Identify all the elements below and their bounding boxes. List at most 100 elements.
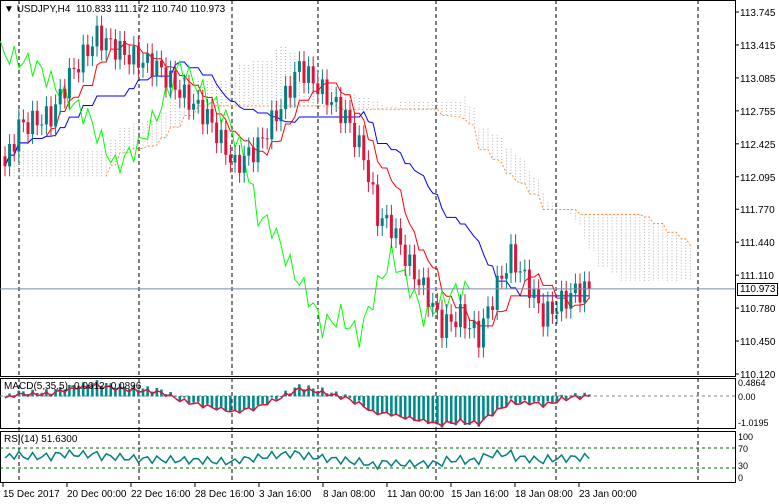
- y-tick-label: 113.415: [740, 41, 776, 52]
- candle-body: [100, 25, 104, 51]
- candle-body: [435, 302, 439, 310]
- candle-body: [389, 214, 393, 239]
- candle-body: [261, 137, 265, 139]
- candle-body: [311, 66, 315, 84]
- candle-body: [366, 160, 370, 183]
- macd-bar: [569, 395, 573, 397]
- candle-body: [58, 88, 62, 105]
- candle-body: [514, 244, 518, 273]
- candle-body: [449, 314, 453, 322]
- candle-body: [343, 110, 347, 124]
- macd-bar: [270, 396, 274, 398]
- candle-body: [26, 122, 30, 134]
- macd-bar: [353, 396, 356, 404]
- candle-body: [422, 277, 426, 286]
- candle-body: [238, 154, 242, 173]
- macd-tick-label: -1.0195: [738, 418, 769, 428]
- macd-bar: [183, 396, 186, 398]
- candle-body: [523, 269, 527, 272]
- y-tick-label: 111.770: [740, 205, 775, 216]
- macd-bar: [459, 396, 462, 421]
- candle-body: [201, 99, 205, 125]
- candle-body: [288, 85, 292, 98]
- candle-body: [307, 66, 311, 83]
- candle-body: [150, 53, 154, 77]
- collapse-triangle-icon[interactable]: ▼: [4, 4, 14, 15]
- y-tick-label: 113.085: [740, 74, 776, 85]
- macd-bar: [546, 396, 550, 402]
- macd-bar: [114, 387, 117, 397]
- candle-body: [215, 122, 219, 144]
- rsi-tick-label: 0: [738, 473, 743, 483]
- candle-body: [426, 277, 430, 307]
- candle-body: [63, 88, 67, 99]
- candle-body: [532, 289, 536, 299]
- macd-bar: [275, 396, 278, 400]
- candle-body: [417, 279, 421, 286]
- candle-body: [196, 99, 200, 104]
- macd-bar: [256, 396, 260, 406]
- candle-body: [477, 320, 481, 348]
- candle-body: [573, 283, 577, 293]
- macd-bar: [146, 386, 149, 397]
- macd-bar: [376, 396, 379, 416]
- kijun-line: [4, 61, 590, 297]
- macd-bar: [321, 387, 324, 397]
- macd-bar: [587, 394, 591, 397]
- macd-bar: [477, 396, 481, 427]
- macd-bar: [132, 384, 136, 397]
- candle-body: [454, 321, 458, 328]
- macd-bar: [578, 396, 582, 398]
- macd-bar: [417, 396, 421, 422]
- macd-bar: [242, 396, 246, 410]
- macd-tick-label: 0.00: [738, 392, 756, 402]
- macd-bar: [362, 396, 366, 407]
- macd-bar: [187, 396, 191, 404]
- candle-body: [357, 135, 361, 148]
- candle-body: [504, 273, 508, 279]
- x-tick-label: 3 Jan 16:00: [259, 489, 312, 500]
- candle-body: [399, 228, 403, 245]
- candle-body: [205, 108, 209, 125]
- candle-body: [408, 254, 412, 266]
- macd-signal-line: [4, 382, 590, 428]
- candle-body: [385, 214, 389, 219]
- candle-body: [302, 61, 306, 83]
- y-tick-label: 112.755: [740, 107, 776, 118]
- candle-body: [587, 281, 591, 289]
- macd-bar: [104, 382, 108, 397]
- candle-body: [256, 137, 260, 163]
- macd-bar: [403, 396, 407, 420]
- macd-bar: [81, 382, 85, 397]
- candle-body: [113, 39, 117, 60]
- y-tick-label: 112.095: [740, 173, 776, 184]
- candle-body: [169, 70, 173, 88]
- macd-bar: [206, 396, 209, 404]
- candle-body: [458, 304, 462, 328]
- macd-bar: [215, 396, 218, 410]
- current-price-tag: 110.973: [737, 283, 779, 296]
- candle-body: [353, 122, 357, 148]
- x-tick-label: 8 Jan 08:00: [323, 489, 376, 500]
- candle-body: [35, 110, 39, 126]
- x-tick-label: 20 Dec 00:00: [67, 489, 127, 500]
- rsi-pane: [0, 431, 736, 483]
- macd-bar: [307, 385, 310, 397]
- macd-bar: [454, 396, 458, 426]
- y-tick-label: 112.425: [740, 140, 776, 151]
- candle-body: [486, 306, 490, 319]
- macd-bar: [252, 396, 255, 411]
- macd-bar: [233, 396, 237, 411]
- macd-bar: [100, 385, 103, 397]
- candle-body: [182, 84, 186, 98]
- candle-body: [44, 106, 48, 125]
- macd-label: MACD(5,35,5) -0.0612 -0.0896: [4, 381, 142, 392]
- candle-body: [17, 119, 21, 152]
- rsi-line: [4, 448, 590, 471]
- candle-body: [550, 301, 554, 314]
- candle-body: [394, 228, 398, 239]
- candle-body: [192, 103, 196, 110]
- candle-body: [247, 147, 251, 156]
